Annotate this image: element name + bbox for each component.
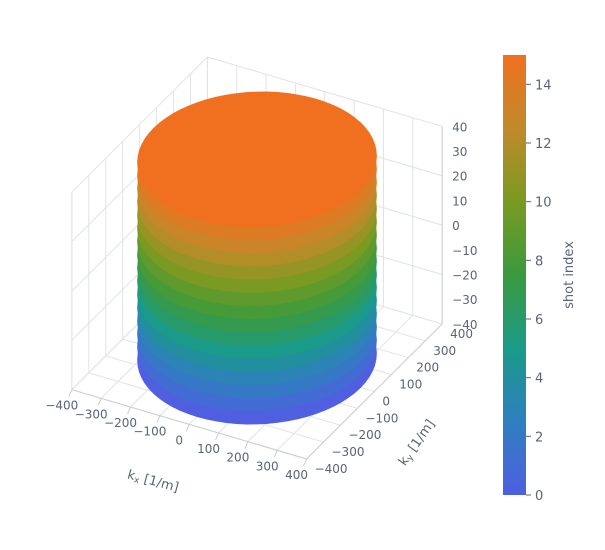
colorbar-tick-label: 2	[535, 430, 543, 445]
x-tick-label: 200	[226, 451, 249, 465]
x-tick-mark	[215, 432, 219, 441]
z-tick-label: 40	[452, 120, 467, 134]
gridline-left-horizontal	[71, 56, 208, 193]
x-tick-mark	[127, 406, 131, 415]
x-tick-label: −200	[104, 416, 137, 430]
data-series-shots	[137, 91, 377, 425]
y-tick-label: 100	[399, 378, 422, 392]
y-tick-label: 200	[416, 361, 439, 375]
axis-line-y	[306, 323, 443, 460]
x-tick-label: −400	[45, 399, 78, 413]
x-tick-label: 300	[256, 459, 279, 473]
y-axis-title: ky [1/m]	[396, 417, 439, 469]
colorbar	[503, 55, 526, 495]
z-tick-label: −10	[452, 244, 477, 258]
colorbar-tick-label: 6	[535, 313, 543, 328]
x-tick-label: −300	[75, 407, 108, 421]
x-tick-mark	[244, 441, 249, 449]
y-axis-ticks: −400 −300 −200 −100 0 100 200 300 400	[315, 327, 474, 476]
colorbar-tick-label: 8	[535, 254, 543, 269]
x-tick-mark	[273, 450, 278, 458]
y-tick-label: 400	[450, 327, 473, 341]
gridline-back-horizontal	[207, 56, 443, 127]
x-tick-mark	[68, 389, 73, 397]
y-tick-label: −400	[315, 462, 348, 476]
y-tick-label: 300	[433, 344, 456, 358]
colorbar-tick-label: 12	[535, 137, 552, 152]
colorbar-tick-label: 10	[535, 196, 552, 211]
z-tick-label: −20	[452, 269, 477, 283]
colorbar-title: shot index	[562, 241, 577, 309]
x-axis-ticks: −400−300−200−100 0 100 200 300 400	[45, 399, 308, 482]
x-tick-mark	[185, 424, 190, 432]
x-tick-label: 400	[285, 468, 308, 482]
y-tick-label: −300	[332, 445, 365, 459]
colorbar-ticks: 0 2 4 6 8 10 12 14	[526, 78, 552, 504]
x-tick-label: 100	[197, 442, 220, 456]
colorbar-tick-label: 0	[535, 489, 543, 504]
z-tick-label: 0	[452, 219, 460, 233]
x-tick-mark	[303, 458, 308, 467]
colorbar-tick-label: 4	[535, 372, 543, 387]
y-tick-label: 0	[382, 394, 390, 408]
shot-ring	[137, 91, 377, 227]
z-axis-ticks: −40 −30 −20 −10 0 10 20 30 40	[452, 120, 477, 332]
z-tick-label: 30	[452, 145, 467, 159]
x-tick-mark	[97, 398, 102, 406]
x-axis-title: kx [1/m]	[125, 468, 180, 497]
x-tick-mark	[156, 415, 161, 423]
x-tick-label: 0	[175, 433, 183, 447]
y-tick-label: −200	[348, 428, 381, 442]
z-tick-label: −40	[452, 318, 477, 332]
z-tick-label: 20	[452, 170, 467, 184]
z-tick-label: 10	[452, 194, 467, 208]
z-tick-label: −30	[452, 293, 477, 307]
colorbar-tick-label: 14	[535, 78, 552, 93]
y-tick-label: −100	[365, 411, 398, 425]
x-tick-label: −100	[133, 425, 166, 439]
